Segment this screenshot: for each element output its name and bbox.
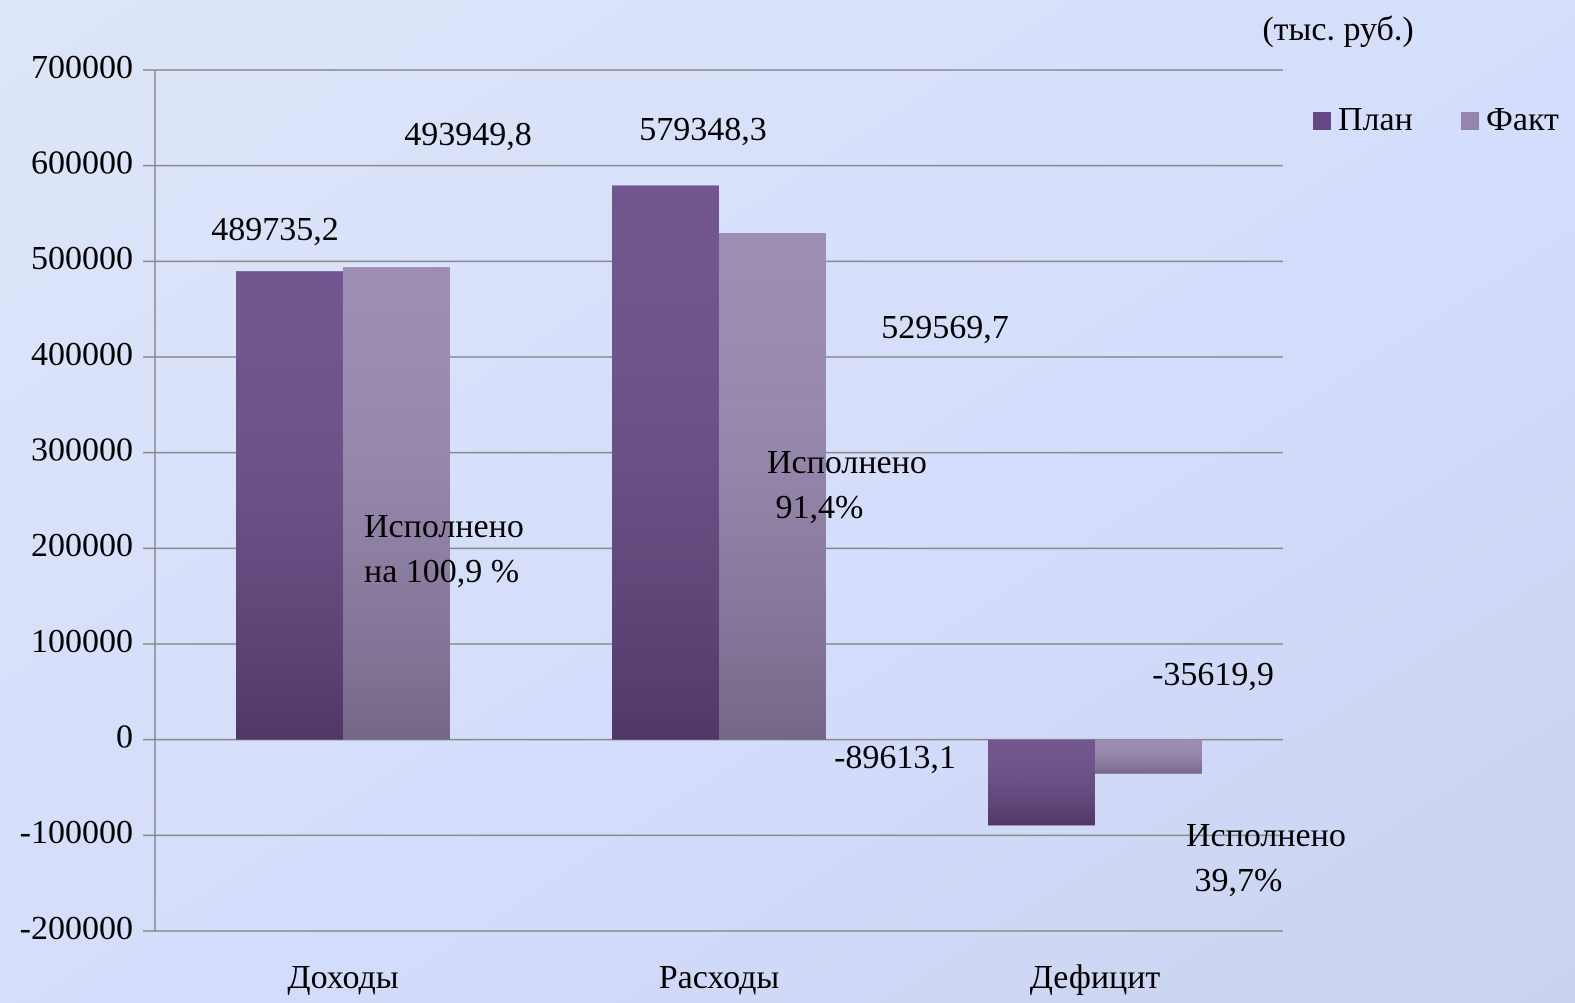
bar (1095, 739, 1202, 774)
y-tick-label: 600000 (31, 144, 133, 181)
unit-label: (тыс. руб.) (1262, 11, 1413, 48)
x-tick-label: Расходы (659, 959, 780, 996)
bar (988, 739, 1095, 826)
value-label: 529569,7 (881, 309, 1009, 346)
y-tick-label: 500000 (31, 240, 133, 277)
value-label: 489735,2 (211, 211, 339, 248)
bar (612, 185, 719, 740)
annotation: на 100,9 % (364, 553, 519, 590)
annotation: 39,7% (1186, 862, 1282, 899)
legend-label: Факт (1486, 101, 1559, 138)
x-tick-label: Доходы (287, 959, 398, 996)
annotation: Исполнено (1186, 817, 1346, 854)
y-tick-label: 700000 (31, 49, 133, 86)
value-label: -35619,9 (1152, 656, 1274, 693)
y-tick-label: 100000 (31, 623, 133, 660)
bar (719, 233, 826, 740)
value-label: 493949,8 (404, 116, 532, 153)
y-tick-label: 400000 (31, 336, 133, 373)
legend-swatch (1461, 112, 1479, 130)
value-label: 579348,3 (639, 111, 767, 148)
y-tick-label: 0 (116, 718, 133, 755)
annotation: Исполнено (364, 508, 524, 545)
y-tick-label: -200000 (20, 910, 133, 947)
y-tick-label: 300000 (31, 431, 133, 468)
value-label: -89613,1 (834, 739, 956, 776)
annotation: Исполнено (767, 444, 927, 481)
annotation: 91,4% (767, 489, 863, 526)
legend-label: План (1338, 101, 1413, 138)
legend-swatch (1313, 112, 1331, 130)
x-tick-label: Дефицит (1030, 959, 1161, 996)
bar (236, 271, 343, 740)
y-tick-label: -100000 (20, 814, 133, 851)
bar (343, 267, 450, 740)
y-tick-label: 200000 (31, 527, 133, 564)
